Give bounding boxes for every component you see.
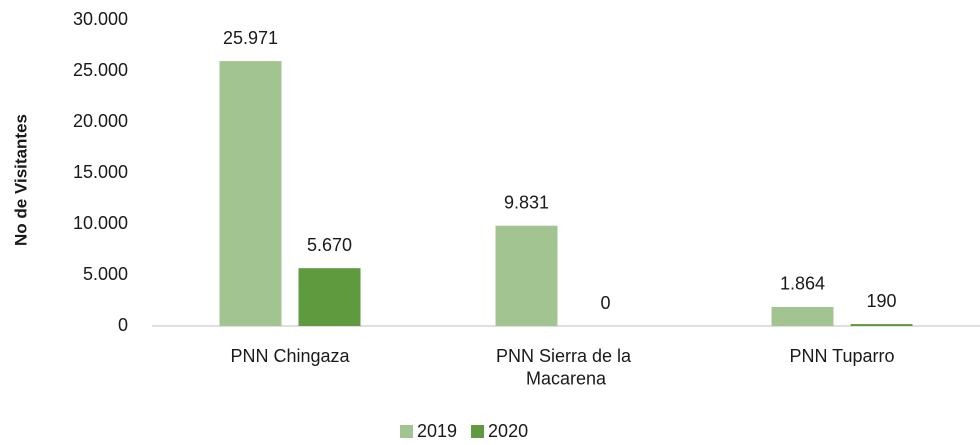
bar [298,268,361,326]
y-tick-label: 25.000 [73,60,128,80]
data-label: 0 [600,293,610,313]
x-tick-label: PNN Tuparro [789,346,894,366]
legend-swatch [471,425,485,438]
legend-label: 2020 [488,421,528,441]
data-label: 25.971 [223,28,278,48]
data-label: 190 [866,291,896,311]
bar [219,61,282,327]
y-axis-label: No de Visitantes [11,114,30,246]
bar [771,306,834,326]
x-tick-label: PNN Sierra de la Macarena [496,346,636,389]
bar [850,324,913,326]
y-tick-label: 10.000 [73,213,128,233]
data-label: 9.831 [504,192,549,212]
y-tick-label: 0 [118,315,128,335]
data-label: 1.864 [780,274,825,294]
x-tick-label: PNN Chingaza [230,346,350,366]
data-label: 5.670 [307,235,352,255]
legend-swatch [400,425,413,438]
y-tick-label: 20.000 [73,111,128,131]
y-tick-label: 15.000 [73,162,128,182]
bar [495,225,558,326]
y-tick-label: 5.000 [83,264,128,284]
y-tick-label: 30.000 [73,9,128,29]
legend-label: 2019 [417,421,457,441]
